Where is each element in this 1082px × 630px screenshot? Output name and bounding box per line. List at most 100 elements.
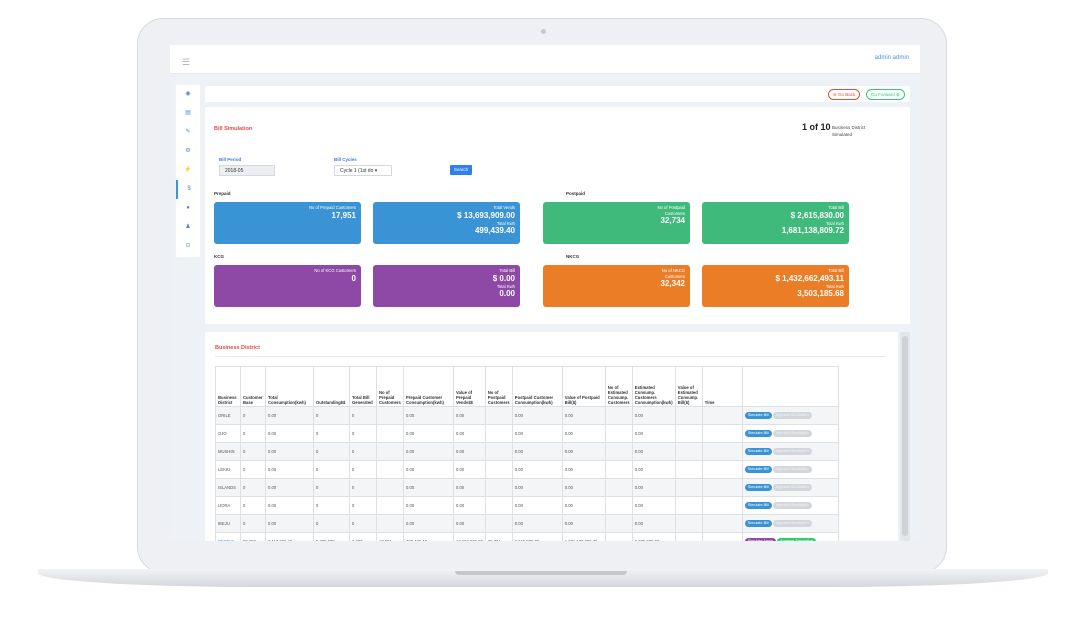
table-cell [701,514,743,533]
table-cell: 0.00 [265,406,314,425]
bill-period-input[interactable]: 2018-05 [219,165,275,176]
counter-label: Business District [832,125,866,130]
scrollbar-thumb[interactable] [902,336,908,536]
users-icon[interactable]: ♟ [185,224,191,230]
table-cell [484,406,513,425]
table-cell: 0.00 [561,460,606,479]
district-name-cell[interactable]: FESTAC [215,532,241,541]
kcg-customers-card: No of KCG Customers 0 [214,265,361,307]
simulate-bill-button[interactable]: Simulate Bill [744,430,772,437]
table-cell [604,496,633,515]
business-district-title: Business District [215,345,260,351]
go-back-button[interactable]: ⊖ Go Back [828,89,861,100]
camera-dot [541,29,546,34]
table-cell: 0.00 [265,514,314,533]
app-screen: ☰ admin admin ◉ ▤ ✎ ⚙ ⚡ $ ● ♟ ⊙ ⊖ Go Back Go For… [170,45,920,541]
gears-icon[interactable]: ⚙ [185,148,191,154]
table-cell: 0 [240,442,266,461]
simulate-bill-button[interactable]: Simulate Again [744,538,777,541]
simulate-bill-button[interactable]: Simulate Bill [744,448,772,455]
table-cell: 0 [349,442,377,461]
district-name-cell: MUSHIN [215,442,241,461]
column-header: Prepaid Customer Consumption(kwh) [403,366,454,407]
table-cell: 0 [349,460,377,479]
table-cell: 50,683 [240,532,266,541]
table-cell: 0.00 [631,478,676,497]
card-title-2: Total Kwh [496,220,515,226]
table-cell: 0.00 [265,442,314,461]
circle-icon[interactable]: ⊙ [185,243,191,249]
simulate-bill-button[interactable]: Simulate Bill [744,520,772,527]
table-cell: 3,387 [349,532,377,541]
table-cell: 0.00 [511,460,563,479]
table-cell [376,442,404,461]
table-cell [604,442,633,461]
simulate-bill-button[interactable]: Simulate Bill [744,484,772,491]
laptop-base [38,569,1048,587]
card-value-2: 0.00 [499,289,515,298]
card-value: $ 13,693,909.00 [457,210,515,220]
table-cell: 0.00 [561,496,606,515]
table-header-row: Business District Customer Base Total Cons… [215,366,839,407]
card-value: $ 2,615,830.00 [790,210,844,220]
tower-icon[interactable]: ⚡ [184,167,192,173]
table-cell: 0 [349,496,377,515]
card-title-2: Total Kwh [496,283,515,289]
column-header: Value of Postpaid Bill($) [561,366,606,407]
approve-simulation-button[interactable]: Approve Simulation [772,520,812,527]
table-row: ISLANDS 0 0.00 0 0 0.00 0.00 0.00 0.00 0.00 Simula… [215,478,839,497]
simulate-bill-button[interactable]: Simulate Bill [744,466,772,473]
simulate-bill-button[interactable]: Simulate Bill [744,502,772,509]
nav-bar: ⊖ Go Back Go Forward ⊕ [205,86,910,102]
dollar-icon[interactable]: $ [176,180,200,199]
approve-simulation-button[interactable]: Approve Simulation [772,412,812,419]
column-header [741,366,839,407]
column-header: Total Bill Generated [349,366,377,407]
go-forward-button[interactable]: Go Forward ⊕ [866,89,905,100]
user-menu[interactable]: admin admin [874,55,909,61]
table-cell [376,460,404,479]
card-value: 32,734 [660,216,685,225]
table-cell [674,424,703,443]
dashboard-icon[interactable]: ◉ [185,91,191,97]
wrench-icon[interactable]: ✎ [185,129,191,135]
table-cell: 0 [349,406,377,425]
card-title: No of KCG Customers [314,268,356,273]
search-button[interactable]: Search [450,165,472,175]
map-marker-icon[interactable]: ● [186,205,190,211]
prepaid-label: Prepaid [214,191,231,196]
column-header: No of Postpaid Customers [484,366,513,407]
table-cell: 0 [313,424,350,443]
approve-simulation-button[interactable]: Approve Simulation [772,484,812,491]
postpaid-bill-card: Total Bill $ 2,615,830.00 Total Kwh 1,68… [702,202,849,244]
card-value: $ 0.00 [492,273,515,283]
approve-simulation-button[interactable]: Approve Simulation [772,502,812,509]
table-cell [674,460,703,479]
table-cell: 0.00 [631,406,676,425]
table-row: IBEJU 0 0.00 0 0 0.00 0.00 0.00 0.00 0.00 Simulate… [215,514,839,533]
vertical-scrollbar[interactable] [900,332,910,541]
menu-icon[interactable]: ☰ [182,57,191,67]
table-cell [376,424,404,443]
card-title: No of Prepaid Customers [308,205,356,210]
district-name-cell: ORILE [215,406,241,425]
district-name-cell: IBEJU [215,514,241,533]
simulate-bill-button[interactable]: Simulate Bill [744,412,772,419]
table-cell: 0.00 [403,442,454,461]
table-cell [484,442,513,461]
book-icon[interactable]: ▤ [185,110,191,116]
approve-simulation-button[interactable]: Approve Simulation [772,466,812,473]
table-cell: 0.00 [265,496,314,515]
table-cell: 5,880,078.83 [631,532,676,541]
panel-title: Bill Simulation [214,126,253,132]
table-cell [674,514,703,533]
approve-simulation-button[interactable]: Approve Simulation [772,430,812,437]
table-cell: 0.00 [453,460,486,479]
approve-simulation-button[interactable]: Approve Simulation [772,448,812,455]
table-cell: 0.00 [453,424,486,443]
table-cell: 0.00 [561,406,606,425]
approve-simulation-button[interactable]: Approve Simulation [777,538,817,541]
table-cell: 0 [313,514,350,533]
bill-cycles-select[interactable]: Cycle 1 (1st do ▾ [334,165,392,176]
table-cell: 13,693,909.00 [453,532,486,541]
